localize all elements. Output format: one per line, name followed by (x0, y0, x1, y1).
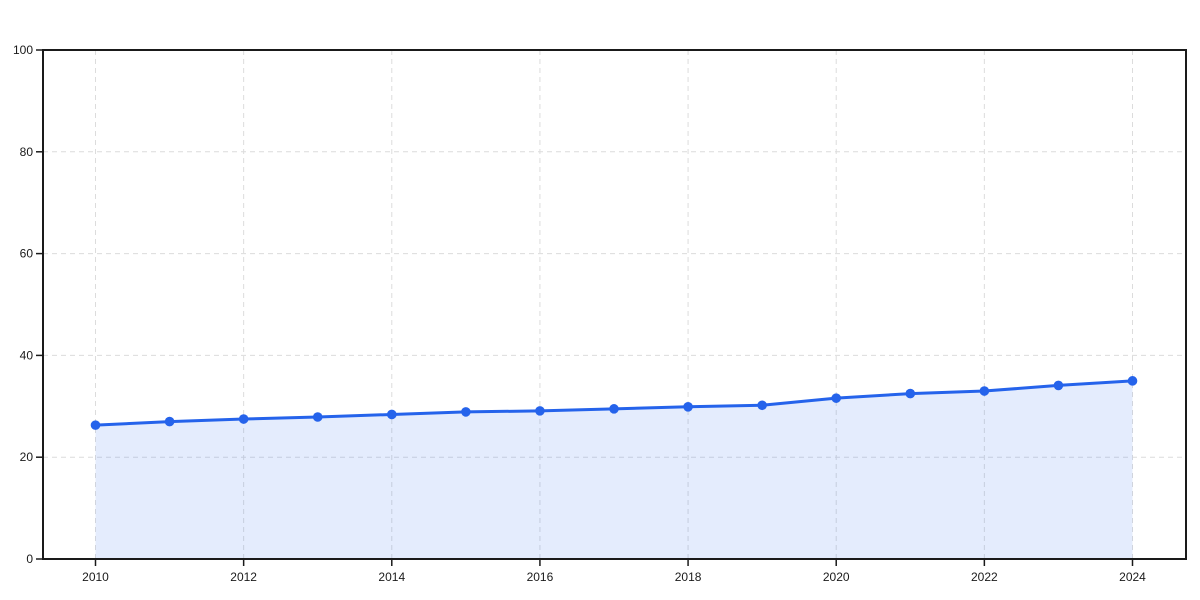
x-tick-label: 2022 (971, 570, 998, 584)
data-point (1053, 380, 1064, 391)
data-point (609, 404, 619, 414)
y-tick-label: 60 (20, 247, 34, 261)
data-point (831, 393, 842, 403)
x-tick-label: 2016 (527, 570, 554, 584)
data-point (535, 406, 545, 416)
y-tick-label: 80 (20, 145, 34, 159)
data-point (386, 409, 397, 420)
x-tick-label: 2024 (1119, 570, 1146, 584)
data-point (757, 400, 767, 411)
y-tick-label: 40 (20, 348, 34, 362)
plot-border (42, 49, 1187, 560)
data-point (683, 402, 693, 412)
data-point (905, 388, 916, 399)
y-tick-label: 100 (13, 43, 33, 57)
data-point (238, 414, 249, 424)
data-point (461, 407, 471, 417)
x-tick-label: 2014 (378, 570, 405, 584)
data-point (90, 420, 101, 430)
data-point (312, 412, 323, 422)
x-tick-label: 2010 (82, 570, 109, 584)
x-tick-label: 2018 (675, 570, 702, 584)
data-point (1127, 376, 1138, 386)
data-point (164, 416, 175, 427)
y-tick-label: 0 (26, 552, 33, 566)
x-tick-label: 2020 (823, 570, 850, 584)
y-tick-label: 20 (20, 450, 34, 464)
x-tick-label: 2012 (230, 570, 257, 584)
area-fill (95, 380, 1133, 559)
data-point (979, 386, 990, 396)
